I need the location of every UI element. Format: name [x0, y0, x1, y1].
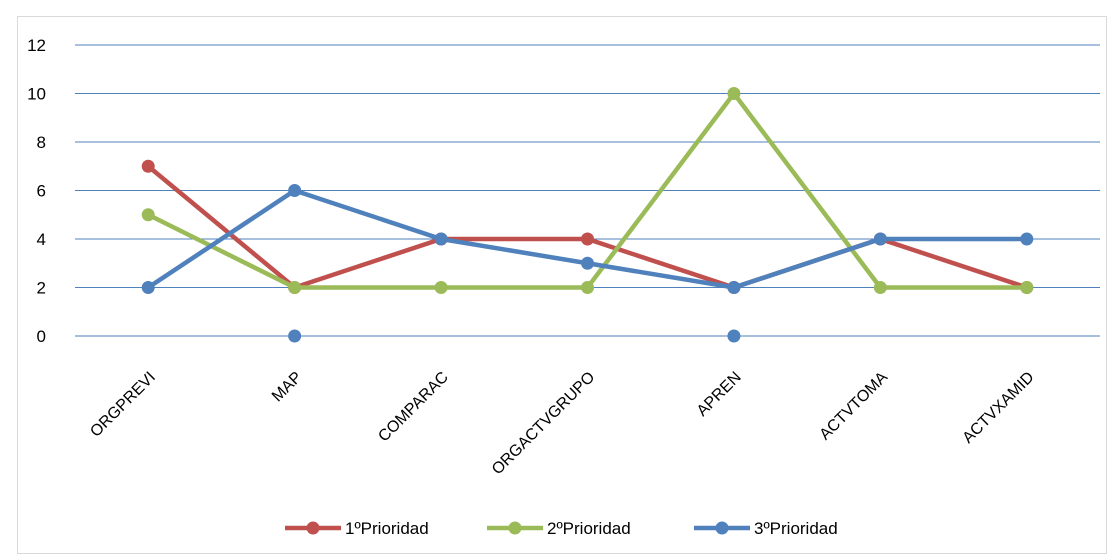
legend-entry: 3ºPrioridad: [694, 519, 838, 538]
data-point: [141, 159, 155, 173]
y-tick-label: 10: [27, 85, 46, 104]
x-tick-label: ACTVTOMA: [817, 369, 892, 444]
legend-marker: [508, 521, 522, 535]
data-point: [727, 281, 741, 294]
data-point: [873, 232, 887, 246]
legend-marker: [715, 521, 729, 535]
y-tick-label: 6: [37, 182, 46, 201]
data-point: [141, 208, 155, 222]
data-point: [581, 281, 594, 294]
legend-label: 1ºPrioridad: [345, 519, 429, 538]
data-point: [434, 232, 448, 246]
x-tick-label: ORGACTVGRUPO: [489, 369, 598, 478]
legend-marker: [306, 521, 320, 535]
legend-label: 2ºPrioridad: [547, 519, 631, 538]
y-tick-label: 8: [37, 133, 46, 152]
series-3: [141, 184, 1034, 343]
series-1: [141, 159, 1034, 294]
data-point: [581, 256, 594, 270]
data-point: [288, 184, 302, 197]
x-tick-label: ACTVXAMID: [960, 369, 1038, 447]
data-point: [141, 281, 155, 294]
chart-frame: 0 2 4 6 8 10 12 ORGPREVI MAP COMPARAC ORGACTVGRUP…: [17, 16, 1107, 554]
legend-entry: 1ºPrioridad: [285, 519, 429, 538]
x-tick-label: COMPARAC: [375, 369, 452, 446]
legend: 1ºPrioridad 2ºPrioridad 3ºPrioridad: [285, 519, 838, 538]
x-tick-label: MAP: [269, 369, 306, 406]
line-chart: 0 2 4 6 8 10 12 ORGPREVI MAP COMPARAC ORGACTVGRUP…: [27, 36, 1100, 538]
data-point: [727, 329, 741, 343]
series-lines: [141, 87, 1034, 343]
series-2: [141, 87, 1034, 294]
data-point: [873, 281, 887, 294]
y-tick-label: 12: [27, 36, 46, 55]
data-point: [581, 232, 594, 246]
data-point: [1020, 281, 1034, 294]
y-tick-label: 2: [37, 279, 46, 298]
data-point: [288, 281, 302, 294]
y-axis-ticks: 0 2 4 6 8 10 12: [27, 36, 46, 346]
data-point: [1020, 232, 1034, 246]
x-axis-ticks: ORGPREVI MAP COMPARAC ORGACTVGRUPO APREN ACTV…: [87, 369, 1037, 479]
data-point: [288, 329, 302, 343]
data-point: [727, 87, 741, 100]
y-tick-label: 0: [37, 327, 46, 346]
legend-entry: 2ºPrioridad: [487, 519, 631, 538]
legend-label: 3ºPrioridad: [754, 519, 838, 538]
x-tick-label: APREN: [694, 369, 745, 420]
x-tick-label: ORGPREVI: [87, 369, 159, 441]
y-tick-label: 4: [37, 230, 46, 249]
data-point: [434, 281, 448, 294]
